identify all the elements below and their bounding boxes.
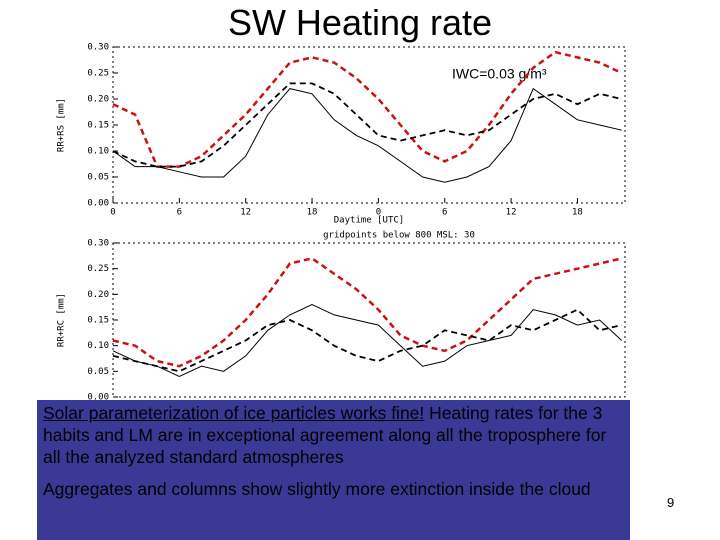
series-line — [112, 257, 622, 368]
y-tick-label: 0.30 — [87, 43, 109, 53]
series-line — [112, 50, 623, 168]
y-tick-label: 0.30 — [87, 239, 109, 249]
y-tick-label: 0.25 — [87, 69, 109, 79]
text-box: Solar parameterization of ice particles … — [37, 400, 630, 540]
x-tick-label: 0 — [110, 208, 115, 218]
x-tick-label: 18 — [572, 208, 583, 218]
y-tick-label: 0.20 — [87, 290, 109, 300]
x-tick-label: 12 — [240, 208, 251, 218]
x-tick-label: 6 — [177, 208, 182, 218]
slide-title: SW Heating rate — [227, 2, 493, 43]
series-line — [112, 304, 623, 378]
paragraph: Solar parameterization of ice particles … — [43, 402, 624, 468]
y-tick-label: 0.05 — [87, 367, 109, 377]
y-tick-label: 0.25 — [87, 264, 109, 274]
series-line — [112, 308, 622, 373]
annotation: IWC=0.03 g/m³ — [452, 66, 547, 82]
y-tick-label: 0.20 — [87, 95, 109, 105]
y-tick-label: 0.15 — [87, 121, 109, 131]
x-tick-label: 6 — [442, 208, 447, 218]
y-tick-label: 0.00 — [87, 393, 109, 403]
plot-frame — [112, 242, 626, 398]
text: Heating rates for the 3 habits and LM ar… — [43, 403, 607, 467]
y-tick-label: 0.10 — [87, 147, 109, 157]
series-line — [112, 82, 622, 168]
x-axis-label: Daytime [UTC] — [334, 216, 404, 226]
y-axis-label: RR+RC [mm] — [57, 293, 67, 347]
x-tick-label: 0 — [376, 208, 381, 218]
x-tick-label: 18 — [307, 208, 318, 218]
y-tick-label: 0.15 — [87, 316, 109, 326]
plot-frame — [112, 46, 626, 204]
paragraph: Aggregates and columns show slightly mor… — [43, 479, 591, 499]
y-axis-label: RR+RS [mm] — [57, 98, 67, 152]
page-number: 9 — [667, 495, 675, 510]
y-tick-label: 0.05 — [87, 173, 109, 183]
chart-title: gridpoints below 800 MSL: 30 — [323, 231, 475, 241]
series-line — [112, 87, 622, 183]
y-tick-label: 0.00 — [87, 199, 109, 209]
x-tick-label: 12 — [506, 208, 517, 218]
y-tick-label: 0.10 — [87, 341, 109, 351]
highlight: Solar parameterization of ice particles … — [43, 403, 425, 423]
